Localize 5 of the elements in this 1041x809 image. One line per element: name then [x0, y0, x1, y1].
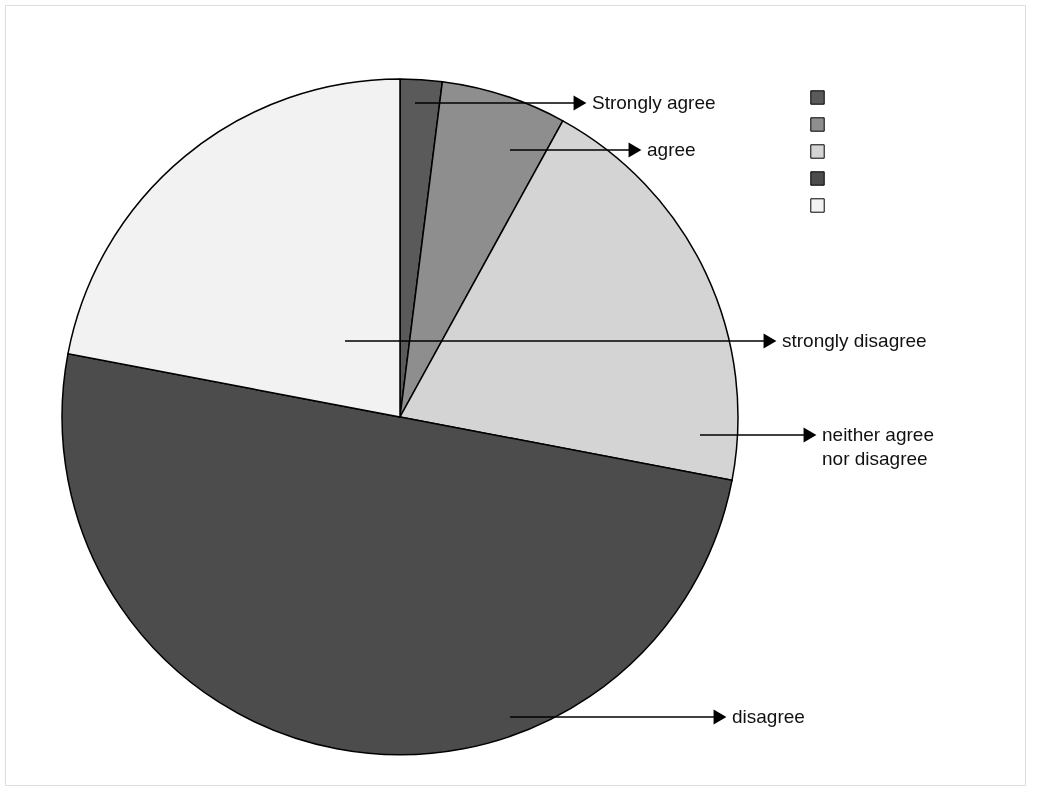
legend-label: strongly disagree [782, 330, 927, 351]
slice-label: disagree [732, 706, 805, 727]
slice-label: agree [647, 139, 696, 160]
slice-label: Strongly agree [592, 92, 716, 113]
slice-label: neither agree nor disagree [822, 424, 934, 469]
